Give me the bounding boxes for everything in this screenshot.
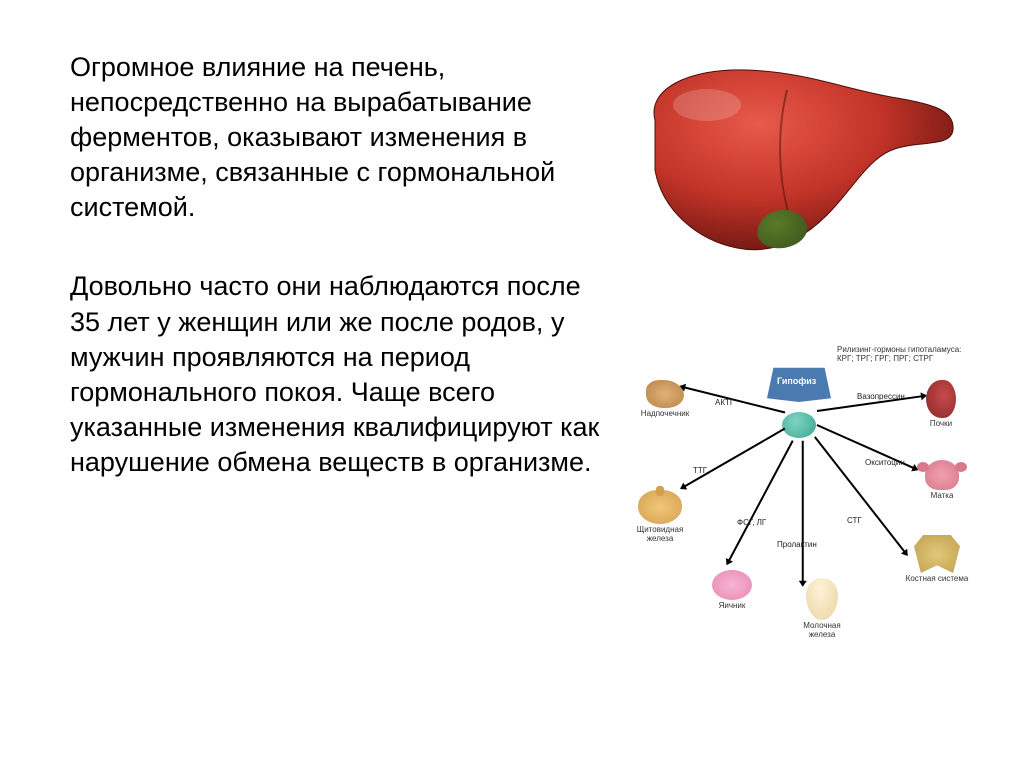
- label-ttg: ТТГ: [693, 466, 707, 475]
- diagram-arrow: [802, 441, 804, 586]
- node-uterus: Матка: [917, 460, 967, 501]
- paragraph-2: Довольно часто они наблюдаются после 35 …: [70, 269, 610, 480]
- label-oxytocin: Окситоцин: [865, 458, 905, 467]
- slide: Огромное влияние на печень, непосредстве…: [0, 0, 1024, 767]
- image-column: Гипофиз Рилизинг-гормоны гипоталамуса: К…: [610, 50, 984, 727]
- bone-icon: [914, 535, 960, 573]
- node-kidney: Почки: [917, 380, 965, 429]
- releasing-hormones-label: Рилизинг-гормоны гипоталамуса: КРГ; ТРГ;…: [837, 346, 967, 364]
- node-adrenal: Надпочечник: [635, 380, 695, 419]
- diagram-arrow: [814, 436, 908, 555]
- label-aktg: АКТГ: [715, 398, 734, 407]
- thyroid-icon: [638, 490, 682, 524]
- node-bone: Костная система: [905, 535, 969, 584]
- kidney-label: Почки: [917, 420, 965, 429]
- ovary-icon: [712, 570, 752, 600]
- uterus-icon: [925, 460, 959, 490]
- label-stg: СТГ: [847, 516, 862, 525]
- paragraph-1: Огромное влияние на печень, непосредстве…: [70, 50, 610, 225]
- ovary-label: Яичник: [707, 602, 757, 611]
- node-thyroid: Щитовидная железа: [625, 490, 695, 544]
- pituitary-label: Гипофиз: [777, 376, 816, 386]
- pituitary-shape: [782, 412, 816, 438]
- adrenal-label: Надпочечник: [635, 410, 695, 419]
- uterus-label: Матка: [917, 492, 967, 501]
- node-ovary: Яичник: [707, 570, 757, 611]
- kidney-icon: [926, 380, 956, 418]
- label-fsg: ФСГ, ЛГ: [737, 518, 766, 527]
- thyroid-label: Щитовидная железа: [625, 526, 695, 544]
- adrenal-icon: [646, 380, 684, 408]
- node-mammary: Молочная железа: [792, 578, 852, 640]
- hormonal-diagram: Гипофиз Рилизинг-гормоны гипоталамуса: К…: [617, 340, 977, 640]
- mammary-label: Молочная железа: [792, 622, 852, 640]
- bone-label: Костная система: [905, 575, 969, 584]
- text-column: Огромное влияние на печень, непосредстве…: [70, 50, 610, 727]
- label-prolactin: Пролактин: [777, 540, 817, 549]
- label-vasopressin: Вазопрессин: [857, 392, 905, 401]
- mammary-icon: [806, 578, 838, 620]
- liver-illustration: [637, 60, 957, 280]
